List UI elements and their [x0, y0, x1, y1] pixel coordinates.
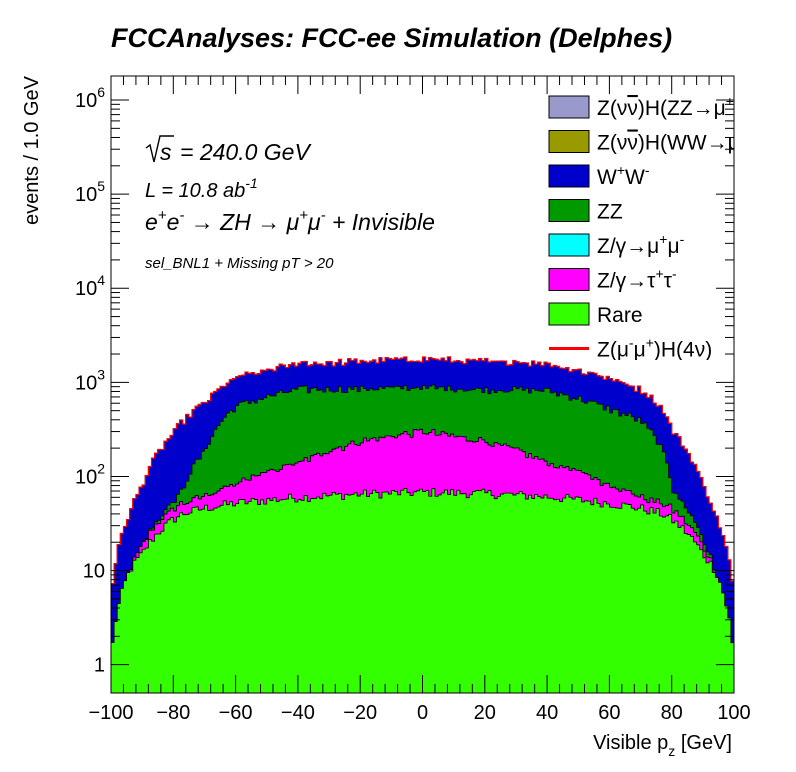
legend-entry-rare: Rare: [548, 302, 643, 327]
chart-title: FCCAnalyses: FCC-ee Simulation (Delphes): [111, 23, 672, 53]
legend-label: Rare: [597, 304, 643, 327]
legend-entry-z: Z/γ→τ+​τ-​: [548, 266, 677, 293]
annotation-selection: sel_BNL1 + Missing pT > 20: [145, 255, 334, 272]
x-tick-label: −20: [343, 702, 377, 724]
svg-text:s: s: [160, 139, 172, 165]
stacked-histogram: [111, 356, 734, 693]
annotation-luminosity: L = 10.8 ab-1: [145, 175, 258, 202]
y-tick-label: 1: [94, 655, 105, 677]
x-tick-label: −60: [219, 702, 253, 724]
y-tick-label: 106: [75, 84, 105, 112]
x-tick-label: −80: [156, 702, 190, 724]
x-tick-label: −100: [88, 702, 133, 724]
legend-swatch: [548, 130, 590, 153]
legend-swatch: [548, 95, 590, 119]
y-tick-label: 105: [75, 178, 105, 206]
legend-swatch: [548, 268, 590, 291]
legend-entry-zz: ZZ: [548, 199, 623, 224]
legend-swatch: [548, 199, 590, 222]
x-tick-labels: −100 −80 −60 −40 −20 0 20 40 60 80 100: [88, 702, 750, 724]
axis-ticks: [110, 76, 735, 693]
legend-entry-z-h-ww: Z(νν)H(WW→μ+​νμ-​ν): [548, 128, 793, 155]
annotation-process: e+e- → ZH → μ+μ- + Invisible: [145, 207, 435, 235]
legend-swatch: [548, 233, 590, 257]
legend-entry-z-h-zz: Z(νν)H(ZZ→μ+​μ-​νν​): [548, 93, 775, 120]
y-tick-labels: 1 10 102 103 104 105 106: [75, 84, 105, 677]
x-tick-label: 20: [474, 702, 496, 724]
x-tick-label: −40: [281, 702, 315, 724]
legend-entry-z: Z/γ→μ+​μ-​: [548, 231, 685, 258]
legend-label: Z(νν)H(ZZ→μ+​μ-​νν​): [597, 93, 775, 120]
y-tick-label: 10: [83, 561, 105, 583]
legend-entry-w-w: W+​W-​: [548, 162, 650, 189]
legend-label: Z(νν)H(WW→μ+​νμ-​ν): [597, 128, 793, 155]
x-tick-label: 100: [717, 702, 750, 724]
x-tick-label: 40: [536, 702, 558, 724]
y-tick-label: 103: [75, 366, 105, 394]
legend-label: Z(μ-​μ+​)H(4ν): [597, 335, 712, 362]
series-area-rare: [111, 488, 734, 693]
y-axis-title: events / 1.0 GeV: [21, 75, 43, 225]
y-tick-label: 104: [75, 272, 105, 300]
signal-line-z-h-4: [111, 356, 734, 585]
legend-swatch: [548, 164, 590, 188]
legend-swatch: [548, 302, 590, 326]
x-tick-label: 80: [661, 702, 683, 724]
legend-label: Z/γ→τ+​τ-​: [597, 266, 677, 293]
y-tick-label: 102: [75, 460, 105, 488]
legend-label: W+​W-​: [597, 162, 650, 189]
legend: Z(νν)H(ZZ→μ+​μ-​νν​) Z(νν)H(WW→μ+​νμ-​ν) W…: [548, 93, 793, 362]
legend-label: ZZ: [597, 201, 623, 224]
legend-label: Z/γ→μ+​μ-​: [597, 231, 685, 258]
annotation-sqrt-s: s = 240.0 GeV: [145, 135, 312, 165]
x-axis-title: Visible pz [GeV]: [593, 732, 732, 759]
x-tick-label: 60: [598, 702, 620, 724]
svg-text:= 240.0 GeV: = 240.0 GeV: [180, 139, 312, 165]
x-tick-label: 0: [417, 702, 428, 724]
legend-entry-z-h-4: Z(μ-​μ+​)H(4ν): [549, 335, 712, 362]
